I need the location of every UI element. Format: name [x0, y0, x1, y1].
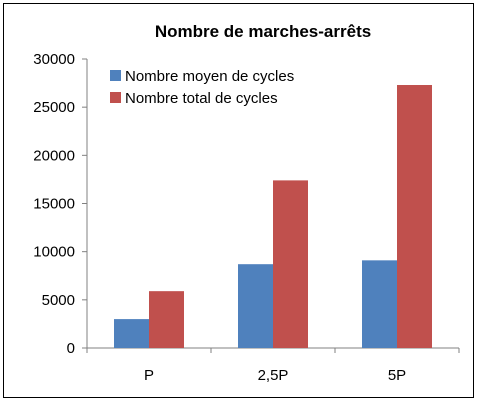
bar-chart: Nombre de marches-arrêts 0 5000 10000 15000…	[33, 22, 460, 384]
legend-swatch	[110, 70, 121, 81]
y-tick-label: 10000	[33, 244, 75, 261]
x-tick-label: P	[144, 367, 154, 384]
bar-moyen	[114, 319, 149, 348]
x-tick-label: 2,5P	[258, 367, 289, 384]
bar-total	[273, 180, 308, 348]
legend-label: Nombre total de cycles	[125, 90, 278, 107]
chart-title: Nombre de marches-arrêts	[155, 22, 371, 41]
legend-swatch	[110, 92, 121, 103]
plot-area: 0 5000 10000 15000 20000 25000 30000 P 2,5P 5P Nom…	[33, 51, 460, 384]
bar-total	[397, 85, 432, 348]
y-tick-label: 25000	[33, 99, 75, 116]
y-tick-label: 0	[67, 340, 75, 357]
y-tick-label: 30000	[33, 51, 75, 68]
y-tick-label: 15000	[33, 196, 75, 213]
chart-frame: Nombre de marches-arrêts 0 5000 10000 15000…	[3, 3, 474, 398]
x-tick-label: 5P	[388, 367, 406, 384]
bar-moyen	[238, 264, 273, 348]
legend-label: Nombre moyen de cycles	[125, 68, 294, 85]
y-tick-label: 20000	[33, 147, 75, 164]
bar-total	[149, 291, 184, 348]
bar-moyen	[362, 260, 397, 348]
y-tick-label: 5000	[42, 292, 75, 309]
